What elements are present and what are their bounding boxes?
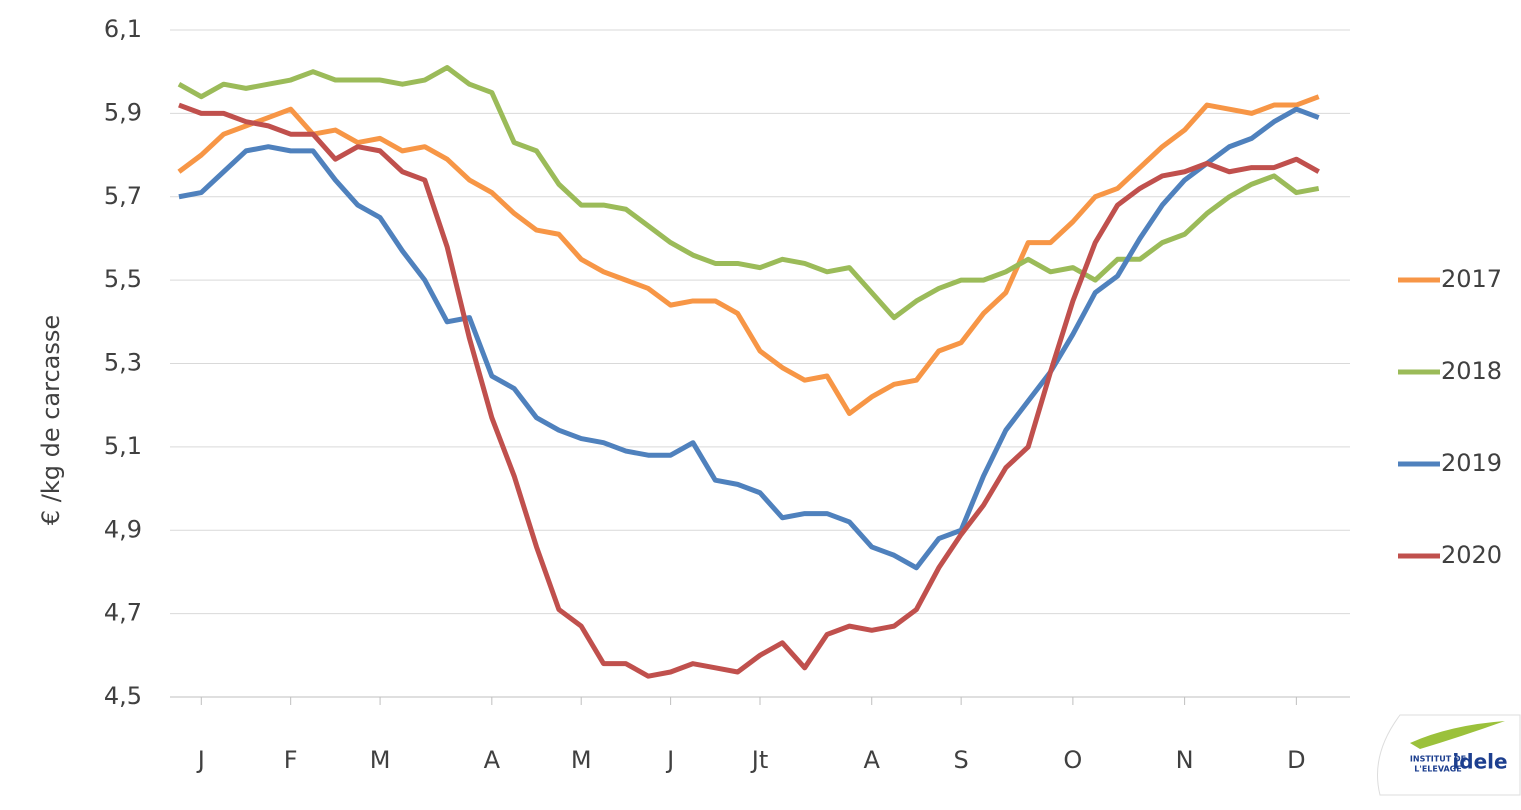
y-tick-label: 6,1 xyxy=(104,15,142,43)
y-tick-label: 5,7 xyxy=(104,182,142,210)
y-tick-label: 4,7 xyxy=(104,599,142,627)
series-line xyxy=(177,94,1320,417)
series-line xyxy=(178,102,1320,679)
x-tick-label: A xyxy=(484,746,501,774)
y-tick-label: 5,9 xyxy=(104,98,142,126)
y-tick-label: 5,3 xyxy=(104,349,142,377)
x-tick-label: S xyxy=(954,746,969,774)
legend-label: 2017 xyxy=(1441,265,1502,293)
y-tick-label: 5,1 xyxy=(104,432,142,460)
series-line xyxy=(178,106,1320,571)
x-tick-label: D xyxy=(1287,746,1305,774)
x-tick-label: O xyxy=(1063,746,1082,774)
x-tick-label: M xyxy=(571,746,592,774)
x-tick-label: M xyxy=(370,746,391,774)
legend-label: 2020 xyxy=(1441,541,1502,569)
x-tick-label: Jt xyxy=(750,746,769,774)
logo-text: L'ELEVAGE xyxy=(1414,765,1461,774)
x-tick-label: A xyxy=(864,746,881,774)
legend-label: 2018 xyxy=(1441,357,1502,385)
x-tick-label: J xyxy=(196,746,205,774)
logo-badge xyxy=(1377,714,1521,796)
x-tick-label: F xyxy=(284,746,298,774)
x-tick-label: N xyxy=(1176,746,1194,774)
x-tick-label: J xyxy=(665,746,674,774)
logo-brand: idele xyxy=(1452,750,1507,774)
logo-text: INSTITUT DE xyxy=(1410,755,1466,764)
y-axis-label: € /kg de carcasse xyxy=(37,315,65,525)
y-tick-label: 4,9 xyxy=(104,515,142,543)
y-tick-label: 5,5 xyxy=(104,265,142,293)
logo: INSTITUT DE L'ELEVAGE idele xyxy=(1377,714,1521,796)
y-tick-label: 4,5 xyxy=(104,682,142,710)
logo-swoosh xyxy=(1410,721,1505,749)
legend-label: 2019 xyxy=(1441,449,1502,477)
